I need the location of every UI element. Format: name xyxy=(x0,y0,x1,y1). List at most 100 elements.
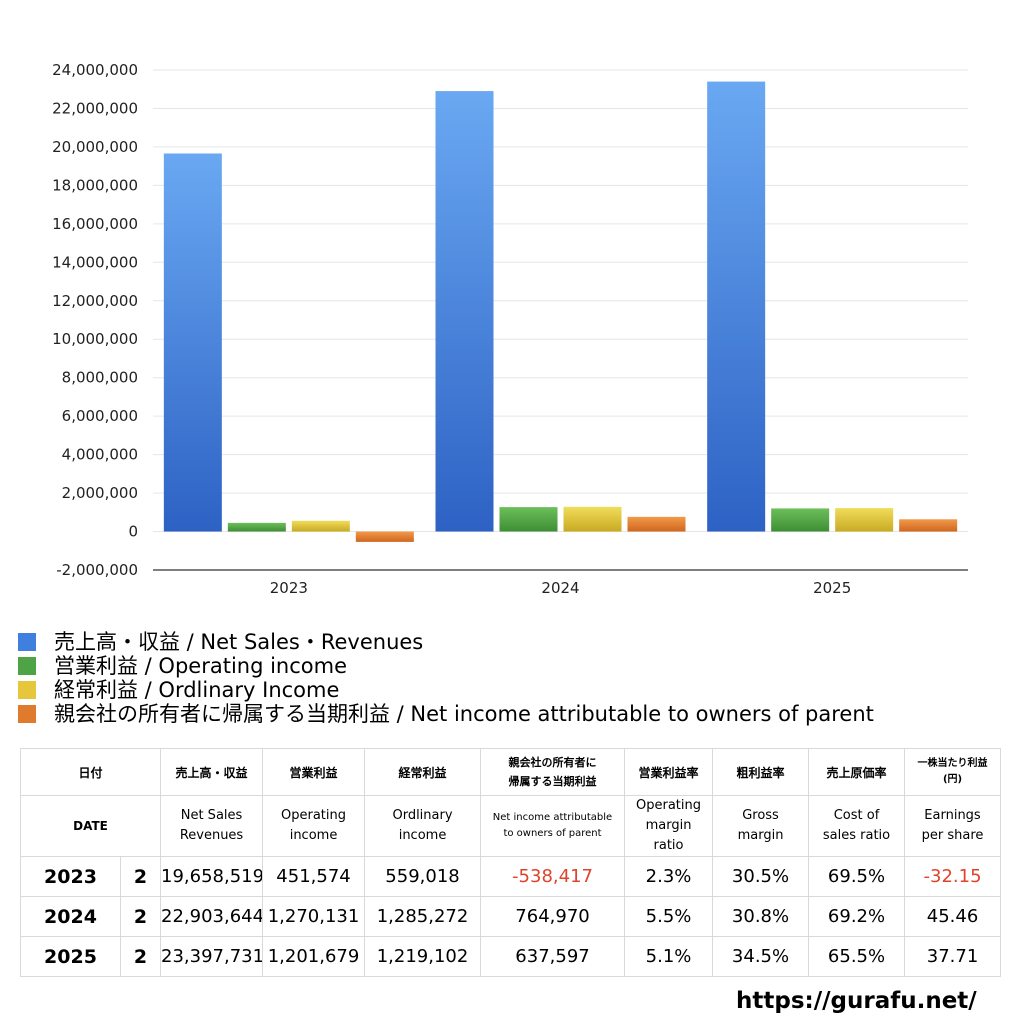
x-axis-tick-labels: 2023 2024 2025 xyxy=(270,579,852,597)
x-tick-label: 2024 xyxy=(541,579,579,597)
y-tick-label: 14,000,000 xyxy=(52,253,138,271)
row-op: 1,270,131 xyxy=(262,896,366,937)
header-sales-en-line2: Revenues xyxy=(179,828,244,843)
bar-2023-series-3 xyxy=(355,531,414,542)
header-sales-jp: 売上高・収益 xyxy=(160,748,264,796)
x-tick-label: 2025 xyxy=(813,579,851,597)
header-eps-jp-line1: 一株当たり利益 xyxy=(917,758,988,769)
header-ord-en: Ordlinary income xyxy=(364,795,482,857)
header-op-en-line1: Operating xyxy=(281,808,347,823)
legend-item-operating-income: 営業利益 / Operating income xyxy=(18,654,874,678)
financial-table: 日付 売上高・収益 営業利益 経常利益 親会社の所有者に 帰属する当期利益 営業利… xyxy=(19,748,1002,977)
bar-2025-series-3 xyxy=(899,519,958,532)
row-sales: 19,658,519 xyxy=(160,856,264,897)
header-eps-jp-line2: (円) xyxy=(942,774,963,785)
row-count: 2 xyxy=(119,856,162,897)
row-year: 2025 xyxy=(20,936,121,977)
header-cos-en-line1: Cost of xyxy=(833,808,880,823)
legend-item-net-sales: 売上高・収益 / Net Sales・Revenues xyxy=(18,630,874,654)
legend-item-ordinary-income: 経常利益 / Ordlinary Income xyxy=(18,678,874,702)
table-row: 2023 2 19,658,519 451,574 559,018 -538,4… xyxy=(20,856,1002,897)
table-row: 2025 2 23,397,731 1,201,679 1,219,102 63… xyxy=(20,936,1002,977)
legend-swatch-net-sales xyxy=(18,633,36,651)
bar-2025-series-2 xyxy=(835,508,894,532)
bar-2023-series-2 xyxy=(291,520,350,532)
header-gm-jp: 粗利益率 xyxy=(712,748,810,796)
row-cos: 69.2% xyxy=(808,896,906,937)
header-ord-en-line2: income xyxy=(398,828,447,843)
header-opm-en-line2: margin xyxy=(645,818,692,833)
header-ni-en: Net income attributable to owners of pare… xyxy=(480,795,626,857)
row-eps: 45.46 xyxy=(904,896,1002,937)
y-tick-label: 12,000,000 xyxy=(52,292,138,310)
legend-label-ordinary-income: 経常利益 / Ordlinary Income xyxy=(54,678,340,702)
y-tick-label: 18,000,000 xyxy=(52,176,138,194)
y-tick-label: 22,000,000 xyxy=(52,99,138,117)
y-tick-label: 8,000,000 xyxy=(62,369,138,387)
header-gm-en-line1: Gross xyxy=(742,808,779,823)
bar-2024-series-2 xyxy=(563,506,622,532)
header-sales-en: Net Sales Revenues xyxy=(160,795,264,857)
header-cos-jp: 売上原価率 xyxy=(808,748,906,796)
legend-swatch-ordinary-income xyxy=(18,681,36,699)
row-eps: -32.15 xyxy=(904,856,1002,897)
row-gm: 30.5% xyxy=(712,856,810,897)
header-eps-en: Earnings per share xyxy=(904,795,1002,857)
header-op-en: Operating income xyxy=(262,795,366,857)
bar-2023-series-1 xyxy=(227,522,286,532)
header-op-jp: 営業利益 xyxy=(262,748,366,796)
header-eps-en-line1: Earnings xyxy=(924,808,981,823)
row-ord: 1,285,272 xyxy=(364,896,482,937)
bar-2025-series-1 xyxy=(771,508,830,532)
bars xyxy=(163,81,958,542)
row-gm: 34.5% xyxy=(712,936,810,977)
header-ni-jp-line1: 親会社の所有者に xyxy=(508,756,597,769)
table-header-jp-row: 日付 売上高・収益 営業利益 経常利益 親会社の所有者に 帰属する当期利益 営業利… xyxy=(19,748,1002,796)
header-date-en: DATE xyxy=(19,795,162,857)
source-url: https://gurafu.net/ xyxy=(736,988,977,1014)
header-gm-en-line2: margin xyxy=(737,828,784,843)
header-ord-jp: 経常利益 xyxy=(364,748,482,796)
y-tick-label: 24,000,000 xyxy=(52,61,138,79)
y-tick-label: 4,000,000 xyxy=(62,446,138,464)
row-opm: 5.1% xyxy=(624,936,714,977)
header-opm-en-line1: Operating xyxy=(636,798,702,813)
header-sales-en-line1: Net Sales xyxy=(180,808,243,823)
row-year: 2023 xyxy=(20,856,121,897)
y-tick-label: 10,000,000 xyxy=(52,330,138,348)
y-tick-label: -2,000,000 xyxy=(56,561,138,579)
legend-item-net-income: 親会社の所有者に帰属する当期利益 / Net income attributab… xyxy=(18,702,874,726)
bar-2024-series-0 xyxy=(435,91,494,532)
legend-swatch-net-income xyxy=(18,705,36,723)
header-cos-en-line2: sales ratio xyxy=(822,828,891,843)
row-year: 2024 xyxy=(20,896,121,937)
row-op: 1,201,679 xyxy=(262,936,366,977)
row-ni: 637,597 xyxy=(480,936,626,977)
header-date-jp: 日付 xyxy=(19,748,162,796)
y-tick-label: 20,000,000 xyxy=(52,138,138,156)
row-cos: 69.5% xyxy=(808,856,906,897)
bar-2025-series-0 xyxy=(707,81,766,532)
row-ni: 764,970 xyxy=(480,896,626,937)
header-eps-en-line2: per share xyxy=(921,828,984,843)
row-ord: 1,219,102 xyxy=(364,936,482,977)
header-ord-en-line1: Ordlinary xyxy=(392,808,453,823)
row-count: 2 xyxy=(119,896,162,937)
row-opm: 2.3% xyxy=(624,856,714,897)
row-sales: 23,397,731 xyxy=(160,936,264,977)
y-tick-label: 2,000,000 xyxy=(62,484,138,502)
legend-swatch-operating-income xyxy=(18,657,36,675)
header-opm-en-line3: ratio xyxy=(653,838,684,853)
table-header-en-row: DATE Net Sales Revenues Operating income O… xyxy=(19,795,1002,857)
legend-label-net-income: 親会社の所有者に帰属する当期利益 / Net income attributab… xyxy=(54,702,874,726)
row-ord: 559,018 xyxy=(364,856,482,897)
header-ni-en-line1: Net income attributable xyxy=(492,812,613,823)
row-ni: -538,417 xyxy=(480,856,626,897)
header-eps-jp: 一株当たり利益 (円) xyxy=(904,748,1002,796)
legend-label-net-sales: 売上高・収益 / Net Sales・Revenues xyxy=(54,630,424,654)
y-axis-tick-labels: 24,000,000 22,000,000 20,000,000 18,000,000… xyxy=(52,61,138,579)
header-ni-en-line2: to owners of parent xyxy=(503,828,602,839)
x-tick-label: 2023 xyxy=(270,579,308,597)
row-gm: 30.8% xyxy=(712,896,810,937)
header-op-en-line2: income xyxy=(289,828,338,843)
